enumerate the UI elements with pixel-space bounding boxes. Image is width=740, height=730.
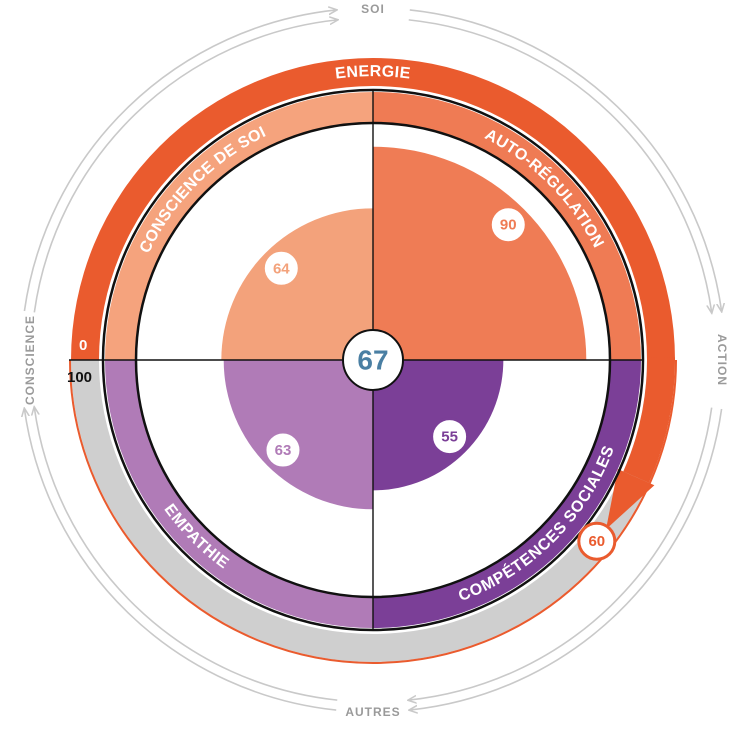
axis-label-right: ACTION <box>715 334 729 386</box>
center-score: 67 <box>342 329 404 391</box>
axis-label-bottom: AUTRES <box>345 705 400 719</box>
guide-arc <box>24 409 337 711</box>
quadrant-band <box>373 92 641 360</box>
quadrant-wedge <box>223 360 373 510</box>
energy-scale-end: 100 <box>67 369 92 386</box>
quadrant-value-badge: 63 <box>263 430 303 470</box>
quadrant-value-badge: 55 <box>430 417 470 457</box>
guide-arc <box>409 407 713 701</box>
svg-text:60: 60 <box>588 533 605 550</box>
quadrant-band <box>373 360 641 628</box>
axis-label-top: SOI <box>361 2 385 16</box>
quadrant-band <box>105 360 373 628</box>
quadrant-value-badge: 90 <box>488 205 528 245</box>
energy-outline <box>69 359 677 664</box>
guide-arc <box>33 20 337 313</box>
svg-text:90: 90 <box>500 217 517 234</box>
guide-arc <box>410 408 723 710</box>
axis-label-left: CONSCIENCE <box>23 315 37 405</box>
energy-ring <box>69 58 677 664</box>
quadrant-band <box>105 92 373 360</box>
quadrant-wedge <box>373 146 587 360</box>
energy-scale-start: 0 <box>79 337 87 354</box>
svg-text:55: 55 <box>441 429 458 446</box>
guide-arc <box>409 9 722 311</box>
guide-arc <box>23 10 336 312</box>
svg-text:64: 64 <box>273 260 290 277</box>
quadrant-value-badge: 64 <box>261 248 301 288</box>
outer-guide-arrows <box>24 10 721 710</box>
svg-text:63: 63 <box>275 442 292 459</box>
guide-arc <box>34 408 338 701</box>
svg-text:67: 67 <box>357 344 388 375</box>
energy-value-badge: 60 <box>577 521 617 561</box>
quadrant-wedge <box>221 208 373 360</box>
energy-label: ENERGIE <box>334 63 411 82</box>
energy-fill <box>623 357 675 483</box>
energy-arrow <box>605 469 655 530</box>
guide-arc <box>408 19 712 313</box>
quadrant-wedges <box>69 90 643 630</box>
